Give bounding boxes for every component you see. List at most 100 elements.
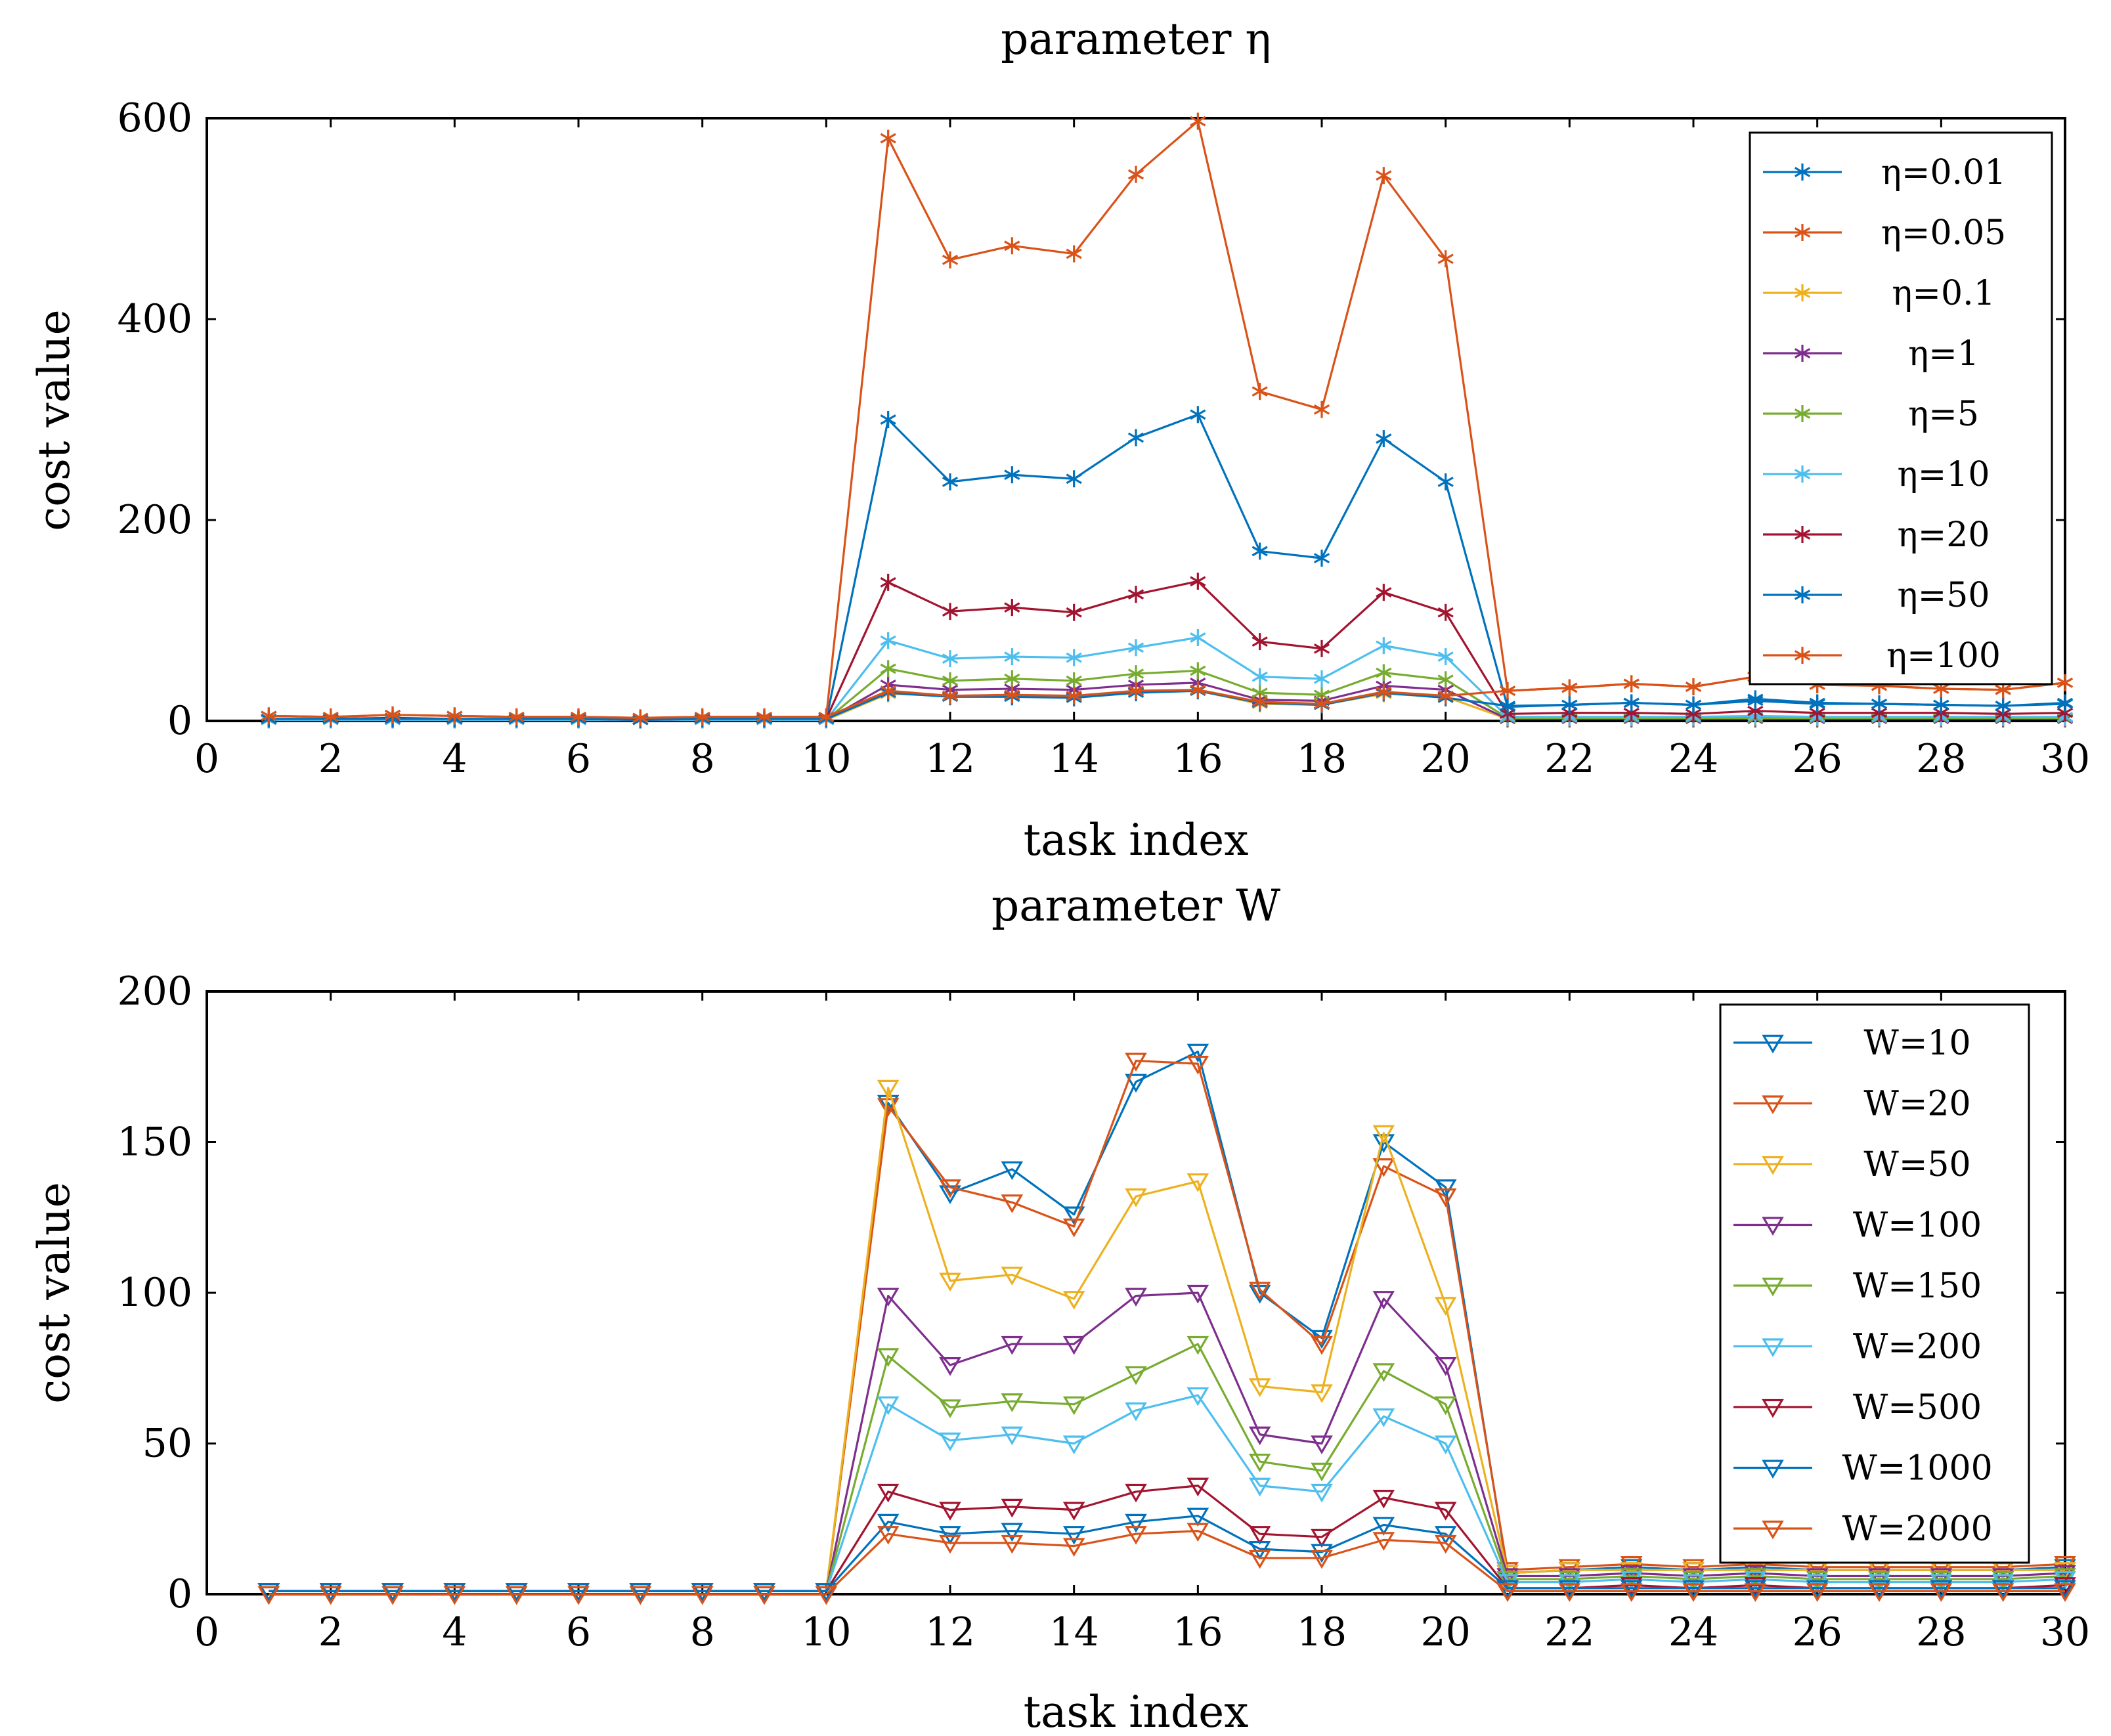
marker-stroke [942,653,959,664]
series-W=1000 [257,1508,2076,1602]
series-line [269,689,2066,722]
data-point-marker [1561,696,1578,714]
data-point-marker [1437,648,1454,666]
legend-label: η=10 [1898,455,1990,494]
marker-stroke [1794,348,1811,358]
data-point-marker [1933,696,1949,714]
data-point-marker [1066,603,1082,621]
data-point-marker [1682,1568,1705,1587]
legend-label: η=100 [1886,636,2001,676]
data-point-marker [1127,639,1144,657]
data-point-marker [1682,1571,1705,1590]
y-tick-label: 400 [117,296,192,342]
data-point-marker [1376,167,1392,184]
x-axis-ticks: 0 2 4 6 8 10 12 14 16 18 20 22 24 26 28 30 [194,991,2090,1655]
x-tick-label: 22 [1544,736,1594,782]
y-axis-label: cost value [29,1182,79,1403]
marker-stroke [1809,707,1825,718]
chart-w: parameter W 0 2 4 6 8 10 12 14 16 18 20 22 24 26 28 30 … [29,880,2090,1736]
marker-stroke [1251,671,1268,682]
data-point-marker [691,1586,714,1605]
legend-item: η=0.05 [1763,213,2006,253]
data-point-marker [1062,1291,1085,1310]
data-point-marker [1372,1517,1395,1536]
legend-label: W=150 [1853,1267,1982,1306]
marker-stroke [1313,643,1330,654]
data-point-marker [1127,165,1144,183]
marker-stroke [2057,677,2074,688]
data-point-marker [1311,1335,1333,1355]
marker-stroke [1004,602,1020,613]
data-point-marker [1125,1052,1147,1072]
data-point-marker [877,1079,900,1099]
x-tick-label: 8 [690,1609,715,1655]
marker-stroke [1794,650,1811,661]
legend-label: W=500 [1853,1388,1982,1427]
marker-stroke [632,712,649,724]
data-point-marker [1434,1526,1457,1545]
data-point-marker [1001,1426,1024,1446]
data-point-marker [257,1583,280,1602]
x-tick-label: 8 [690,736,715,782]
legend-item: η=100 [1763,636,2001,676]
data-point-marker [815,1583,838,1602]
data-point-marker [1376,683,1392,701]
marker-stroke [1437,607,1454,618]
marker-stroke [1499,701,1516,711]
marker-stroke [1066,473,1082,485]
marker-stroke [1313,404,1330,415]
data-point-marker [629,1583,652,1602]
data-point-marker [1248,1477,1271,1497]
marker-stroke [1004,469,1020,481]
marker-stroke [508,711,525,722]
data-point-marker [1248,1550,1271,1569]
data-point-marker [319,1586,342,1605]
data-point-marker [2057,674,2074,691]
legend-label: η=0.01 [1881,153,2007,192]
marker-stroke [880,663,896,674]
data-point-marker [1001,1267,1024,1286]
marker-stroke [942,675,959,686]
data-point-marker [1186,1056,1209,1075]
data-point-marker [939,1502,961,1521]
marker-stroke [942,254,959,265]
data-point-marker [1372,1532,1395,1551]
data-point-marker [939,1179,961,1198]
data-point-marker [939,1526,961,1545]
data-point-marker [877,1098,900,1117]
x-tick-label: 22 [1544,1609,1594,1655]
legend-label: W=50 [1863,1145,1970,1184]
data-point-marker [1127,429,1144,446]
data-point-marker [1434,1179,1457,1198]
data-point-marker [1127,665,1144,683]
data-point-marker [1186,1284,1209,1304]
marker-stroke [1376,433,1392,444]
marker-stroke [1251,697,1268,707]
legend-label: η=0.1 [1892,274,1995,313]
data-point-marker [1434,1435,1457,1454]
data-point-marker [1127,682,1144,700]
data-point-marker [1004,237,1020,255]
legend-item: η=20 [1763,515,1990,555]
data-point-marker [942,251,959,269]
x-tick-label: 26 [1792,1609,1842,1655]
data-point-marker [1794,647,1811,664]
series-line [269,1530,2065,1595]
marker-stroke [1685,682,1702,692]
legend-item: η=1 [1763,334,1979,374]
data-point-marker [1682,1562,1705,1581]
marker-stroke [2057,699,2074,709]
marker-stroke [1190,684,1206,695]
data-point-marker [877,1483,900,1503]
data-point-marker [1062,1502,1085,1521]
data-point-marker [1125,1513,1147,1533]
data-point-marker [694,708,710,726]
data-point-marker [1004,670,1020,687]
data-point-marker [1376,637,1392,655]
marker-stroke [1313,673,1330,684]
data-point-marker [1762,1399,1784,1418]
x-tick-label: 16 [1173,736,1223,782]
marker-stroke [1127,668,1144,679]
data-point-marker [1620,1562,1643,1581]
y-tick-label: 150 [117,1119,192,1165]
